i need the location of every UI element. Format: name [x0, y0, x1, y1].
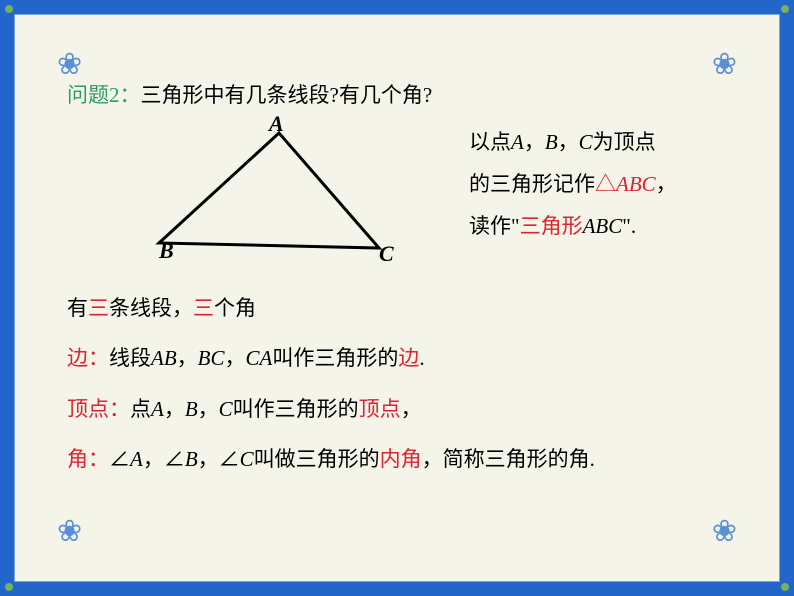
- triangle-symbol: △: [595, 172, 616, 196]
- body-line: 角：∠A，∠B，∠C叫做三角形的内角，简称三角形的角.: [67, 434, 735, 484]
- t: ，简称三角形的角.: [422, 447, 595, 471]
- flower-icon: ❀: [712, 514, 737, 549]
- body-line: 边：线段AB，BC，CA叫作三角形的边.: [67, 333, 735, 383]
- t: 顶点：: [67, 397, 130, 421]
- t: B: [185, 397, 198, 421]
- t: 叫做三角形的: [254, 447, 380, 471]
- t: B: [185, 447, 198, 471]
- t: ".: [622, 214, 636, 238]
- t: ，: [177, 346, 198, 370]
- question-label: 问题2：: [67, 83, 141, 107]
- t: ABC: [616, 172, 656, 196]
- t: C: [240, 447, 254, 471]
- t: 三角形: [520, 214, 583, 238]
- t: ，: [524, 130, 545, 154]
- t: A: [151, 397, 164, 421]
- corner-dot: [5, 583, 13, 591]
- t: 以点: [469, 130, 511, 154]
- t: ，∠: [198, 447, 240, 471]
- t: ∠: [109, 447, 130, 471]
- t: 读作": [469, 214, 520, 238]
- t: ，: [656, 172, 677, 196]
- t: 条线段，: [109, 296, 193, 320]
- text-line: 以点A，B，C为顶点: [469, 121, 769, 163]
- flower-icon: ❀: [57, 47, 82, 82]
- t: BC: [198, 346, 225, 370]
- t: 叫作三角形的: [272, 346, 398, 370]
- diagram-area: A B C 以点A，B，C为顶点 的三角形记作△ABC， 读作"三角形ABC".: [59, 113, 735, 283]
- vertex-label-b: B: [159, 238, 174, 264]
- t: 的三角形记作: [469, 172, 595, 196]
- body-line: 有三条线段，三个角: [67, 283, 735, 333]
- vertex-label-a: A: [269, 111, 284, 137]
- t: 点: [130, 397, 151, 421]
- text-line: 的三角形记作△ABC，: [469, 163, 769, 205]
- outer-frame: ❀ ❀ ❀ ❀ 问题2：三角形中有几条线段?有几个角? A B C 以点A，B，…: [0, 0, 794, 596]
- corner-dot: [781, 583, 789, 591]
- question-line: 问题2：三角形中有几条线段?有几个角?: [67, 79, 735, 109]
- question-text: 三角形中有几条线段?有几个角?: [141, 83, 433, 107]
- t: ，∠: [143, 447, 185, 471]
- t: A: [511, 130, 524, 154]
- t: 叫作三角形的: [233, 397, 359, 421]
- t: ，: [558, 130, 579, 154]
- t: A: [130, 447, 143, 471]
- corner-dot: [781, 5, 789, 13]
- t: 边：: [67, 346, 109, 370]
- slide-content: ❀ ❀ ❀ ❀ 问题2：三角形中有几条线段?有几个角? A B C 以点A，B，…: [29, 29, 765, 567]
- t: 内角: [380, 447, 422, 471]
- t: B: [545, 130, 558, 154]
- t: ，: [225, 346, 246, 370]
- text-line: 读作"三角形ABC".: [469, 205, 769, 247]
- vertex-label-c: C: [379, 241, 394, 267]
- t: ，: [198, 397, 219, 421]
- corner-dot: [5, 5, 13, 13]
- triangle-shape: [159, 133, 379, 248]
- t: 边: [398, 346, 419, 370]
- t: C: [579, 130, 593, 154]
- t: 角：: [67, 447, 109, 471]
- t: ，: [401, 397, 422, 421]
- t: 有: [67, 296, 88, 320]
- t: ABC: [583, 214, 623, 238]
- t: 三: [88, 296, 109, 320]
- t: 线段: [109, 346, 151, 370]
- t: 三: [193, 296, 214, 320]
- flower-icon: ❀: [57, 514, 82, 549]
- t: .: [419, 346, 424, 370]
- body-line: 顶点：点A，B，C叫作三角形的顶点，: [67, 384, 735, 434]
- t: 个角: [214, 296, 256, 320]
- flower-icon: ❀: [712, 47, 737, 82]
- t: 顶点: [359, 397, 401, 421]
- t: 为顶点: [593, 130, 656, 154]
- notation-text: 以点A，B，C为顶点 的三角形记作△ABC， 读作"三角形ABC".: [469, 121, 769, 247]
- t: ，: [164, 397, 185, 421]
- t: C: [219, 397, 233, 421]
- t: CA: [246, 346, 273, 370]
- t: AB: [151, 346, 177, 370]
- inner-frame: ❀ ❀ ❀ ❀ 问题2：三角形中有几条线段?有几个角? A B C 以点A，B，…: [14, 14, 780, 582]
